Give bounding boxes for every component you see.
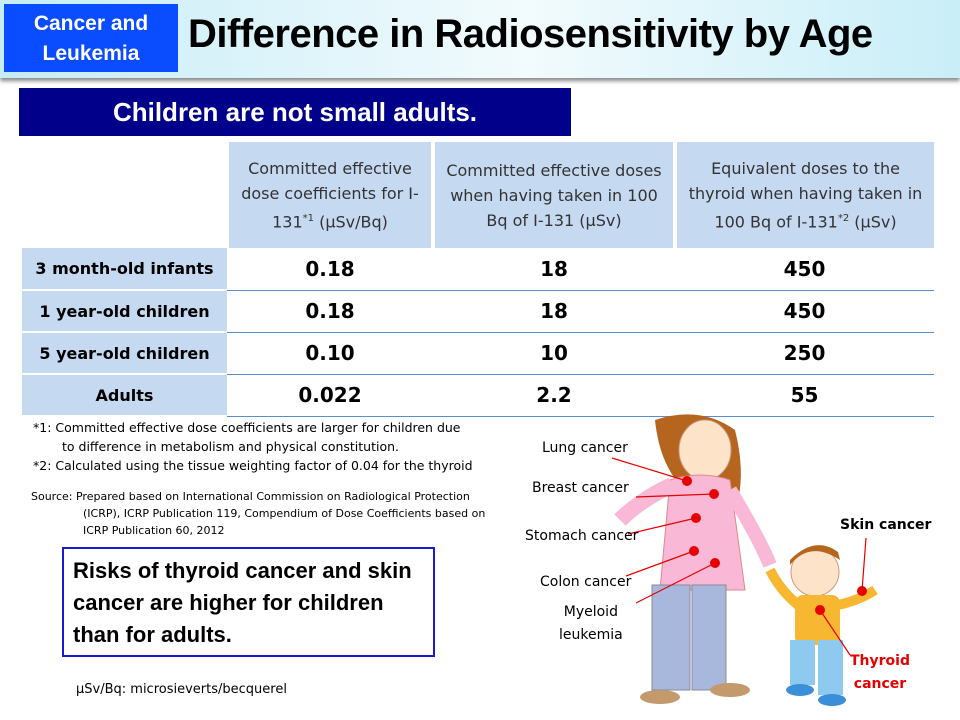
source-line: ICRP Publication 60, 2012 — [83, 524, 225, 537]
column-header: Equivalent doses to the thyroid when hav… — [673, 142, 934, 248]
label-skin-cancer: Skin cancer — [840, 517, 932, 533]
risk-callout: Risks of thyroid cancer and skin cancer … — [62, 547, 435, 657]
source-line: (ICRP), ICRP Publication 119, Compendium… — [83, 507, 486, 520]
subtitle-banner: Children are not small adults. — [19, 88, 571, 136]
source-note: Source: Prepared based on International … — [31, 488, 485, 539]
row-label: 3 month-old infants — [22, 248, 227, 291]
cell: 0.10 — [227, 332, 433, 375]
cell: 0.18 — [227, 248, 433, 291]
table-row: 1 year-old children 0.18 18 450 — [22, 290, 934, 333]
marker-dot — [815, 605, 825, 615]
row-label: Adults — [22, 374, 227, 417]
cell: 55 — [675, 374, 934, 417]
column-header: Committed effective doses when having ta… — [431, 142, 675, 248]
footnotes: *1: Committed effective dose coefficient… — [33, 418, 473, 475]
unit-note: μSv/Bq: microsieverts/becquerel — [76, 682, 287, 697]
label-lung-cancer: Lung cancer — [542, 440, 628, 456]
cell: 10 — [433, 332, 675, 375]
badge-line: Cancer and — [33, 12, 149, 35]
cell: 450 — [675, 290, 934, 333]
marker-dot — [682, 476, 692, 486]
page-title: Difference in Radiosensitivity by Age — [188, 12, 873, 56]
corner-cell — [22, 142, 227, 248]
table-row: 3 month-old infants 0.18 18 450 — [22, 248, 934, 291]
cell: 18 — [433, 290, 675, 333]
cell: 18 — [433, 248, 675, 291]
footnote: *2: Calculated using the tissue weightin… — [33, 458, 473, 473]
table-row: 5 year-old children 0.10 10 250 — [22, 332, 934, 375]
source-line: Source: Prepared based on International … — [31, 490, 470, 503]
marker-dot — [710, 558, 720, 568]
row-label: 5 year-old children — [22, 332, 227, 375]
cell: 0.18 — [227, 290, 433, 333]
footnote: to difference in metabolism and physical… — [62, 439, 400, 454]
cell: 0.022 — [227, 374, 433, 417]
footnote: *1: Committed effective dose coefficient… — [33, 420, 461, 435]
label-colon-cancer: Colon cancer — [540, 574, 632, 590]
label-thyroid-cancer: Thyroid cancer — [850, 653, 910, 692]
marker-dot — [691, 513, 701, 523]
marker-dots — [682, 476, 867, 615]
badge-line: Leukemia — [42, 42, 140, 65]
table-row: Adults 0.022 2.2 55 — [22, 374, 934, 417]
marker-dot — [689, 546, 699, 556]
header-bar: Cancer and Leukemia Difference in Radiose… — [0, 0, 960, 78]
cell: 250 — [675, 332, 934, 375]
label-myeloid-leukemia: Myeloid leukemia — [559, 604, 623, 643]
column-header: Committed effective dose coefficients fo… — [225, 142, 433, 248]
cell: 450 — [675, 248, 934, 291]
marker-dot — [857, 586, 867, 596]
cell: 2.2 — [433, 374, 675, 417]
marker-dot — [709, 489, 719, 499]
label-stomach-cancer: Stomach cancer — [525, 528, 639, 544]
dose-table: Committed effective dose coefficients fo… — [22, 142, 934, 417]
category-badge: Cancer and Leukemia — [4, 4, 178, 72]
label-breast-cancer: Breast cancer — [532, 480, 629, 496]
row-label: 1 year-old children — [22, 290, 227, 333]
